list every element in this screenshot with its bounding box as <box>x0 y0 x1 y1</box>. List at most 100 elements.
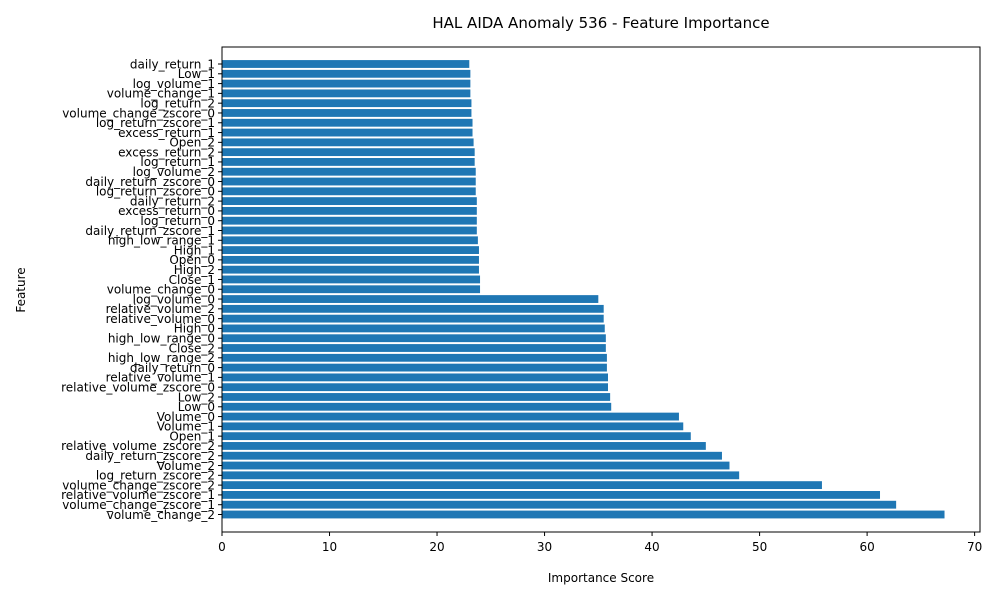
bar-daily-return-zscore-2 <box>222 451 722 460</box>
x-tick-label: 20 <box>429 540 444 554</box>
y-tick-label: relative_volume_0 <box>106 312 215 326</box>
y-tick-label: High_1 <box>174 243 215 257</box>
x-tick-label: 30 <box>537 540 552 554</box>
y-tick-label: daily_return_zscore_0 <box>85 175 215 189</box>
y-tick-label: Volume_1 <box>157 420 215 434</box>
bar-high-2 <box>222 265 479 274</box>
bar-volume-0 <box>222 412 679 421</box>
y-tick-label: log_volume_0 <box>133 292 215 306</box>
y-tick-label: Low_1 <box>178 67 215 81</box>
chart-title: HAL AIDA Anomaly 536 - Feature Importanc… <box>432 14 769 32</box>
bar-volume-change-1 <box>222 89 471 98</box>
y-tick-label: log_return_zscore_1 <box>96 116 215 130</box>
y-tick-label: relative_volume_zscore_2 <box>61 439 215 453</box>
bar-relative-volume-zscore-2 <box>222 442 706 450</box>
y-tick-label: relative_volume_1 <box>106 371 215 385</box>
x-tick-label: 70 <box>967 540 982 554</box>
bar-high-low-range-1 <box>222 236 478 245</box>
bar-log-volume-0 <box>222 295 599 303</box>
bar-volume-change-zscore-0 <box>222 109 472 117</box>
bar-log-return-zscore-1 <box>222 118 473 127</box>
y-tick-label: log_volume_1 <box>133 77 215 91</box>
y-tick-label: Open_0 <box>169 253 215 267</box>
y-tick-label: high_low_range_1 <box>108 234 215 248</box>
bar-daily-return-1 <box>222 60 470 68</box>
y-tick-label: daily_return_zscore_2 <box>85 449 215 463</box>
y-tick-label: volume_change_zscore_1 <box>62 498 215 512</box>
bar-daily-return-0 <box>222 363 607 372</box>
y-tick-label: excess_return_0 <box>118 204 215 218</box>
bar-excess-return-0 <box>222 206 477 215</box>
bar-high-low-range-2 <box>222 353 607 362</box>
bar-daily-return-2 <box>222 197 477 206</box>
y-tick-label: high_low_range_0 <box>108 332 215 346</box>
x-tick-label: 60 <box>859 540 874 554</box>
bar-volume-change-zscore-2 <box>222 481 822 490</box>
y-tick-label: daily_return_0 <box>130 361 215 375</box>
y-tick-label: Close_2 <box>169 341 215 355</box>
x-tick-label: 40 <box>644 540 659 554</box>
bar-daily-return-zscore-1 <box>222 226 477 235</box>
y-tick-label: volume_change_zscore_2 <box>62 478 215 492</box>
y-tick-label: Open_1 <box>169 429 215 443</box>
bar-volume-change-zscore-1 <box>222 500 897 509</box>
bar-open-0 <box>222 255 479 264</box>
bar-relative-volume-0 <box>222 314 604 323</box>
bar-relative-volume-2 <box>222 304 604 313</box>
bar-open-1 <box>222 432 691 441</box>
bar-daily-return-zscore-0 <box>222 177 476 186</box>
y-tick-label: relative_volume_zscore_1 <box>61 488 215 502</box>
bar-high-low-range-0 <box>222 334 606 343</box>
bar-high-0 <box>222 324 605 333</box>
y-ticks-group: volume_change_2volume_change_zscore_1rel… <box>61 57 222 522</box>
bar-log-volume-1 <box>222 79 471 88</box>
bar-close-2 <box>222 344 606 352</box>
y-tick-label: High_0 <box>174 322 215 336</box>
x-tick-label: 50 <box>752 540 767 554</box>
bar-volume-change-2 <box>222 510 945 519</box>
y-tick-label: Volume_2 <box>157 459 215 473</box>
x-tick-label: 0 <box>218 540 226 554</box>
bar-log-return-1 <box>222 158 475 166</box>
y-tick-label: log_return_0 <box>140 214 215 228</box>
y-tick-label: log_volume_2 <box>133 165 215 179</box>
y-tick-label: daily_return_1 <box>130 57 215 71</box>
y-tick-label: volume_change_1 <box>107 87 215 101</box>
bar-low-0 <box>222 402 612 411</box>
bar-open-2 <box>222 138 474 147</box>
bar-volume-1 <box>222 422 684 431</box>
bar-volume-change-0 <box>222 285 481 294</box>
bar-log-return-zscore-0 <box>222 187 476 196</box>
y-tick-label: volume_change_2 <box>107 508 215 522</box>
bar-log-return-zscore-2 <box>222 471 740 480</box>
bar-relative-volume-zscore-0 <box>222 383 608 392</box>
y-tick-label: daily_return_2 <box>130 194 215 208</box>
y-tick-label: high_low_range_2 <box>108 351 215 365</box>
y-tick-label: Close_1 <box>169 273 215 287</box>
y-tick-label: excess_return_2 <box>118 145 215 159</box>
bar-volume-2 <box>222 461 730 470</box>
y-tick-label: daily_return_zscore_1 <box>85 224 215 238</box>
bar-low-2 <box>222 393 611 401</box>
y-tick-label: relative_volume_2 <box>106 302 215 316</box>
y-tick-label: volume_change_zscore_0 <box>62 106 215 120</box>
y-tick-label: Low_0 <box>178 400 215 414</box>
y-tick-label: Open_2 <box>169 136 215 150</box>
bar-log-return-0 <box>222 216 477 225</box>
y-tick-label: High_2 <box>174 263 215 277</box>
x-ticks-group: 0 10 20 30 40 50 60 70 <box>218 532 982 554</box>
y-tick-label: Low_2 <box>178 390 215 404</box>
y-tick-label: Volume_0 <box>157 410 215 424</box>
bar-log-return-2 <box>222 99 472 108</box>
x-axis-title: Importance Score <box>548 571 654 585</box>
plot-frame <box>221 46 981 533</box>
x-tick-label: 10 <box>322 540 337 554</box>
bar-excess-return-1 <box>222 128 473 137</box>
bar-relative-volume-zscore-1 <box>222 491 881 499</box>
y-tick-label: log_return_zscore_0 <box>96 185 215 199</box>
bars-group <box>222 60 945 519</box>
bar-excess-return-2 <box>222 148 475 157</box>
bar-close-1 <box>222 275 481 284</box>
y-axis-title: Feature <box>14 267 28 312</box>
